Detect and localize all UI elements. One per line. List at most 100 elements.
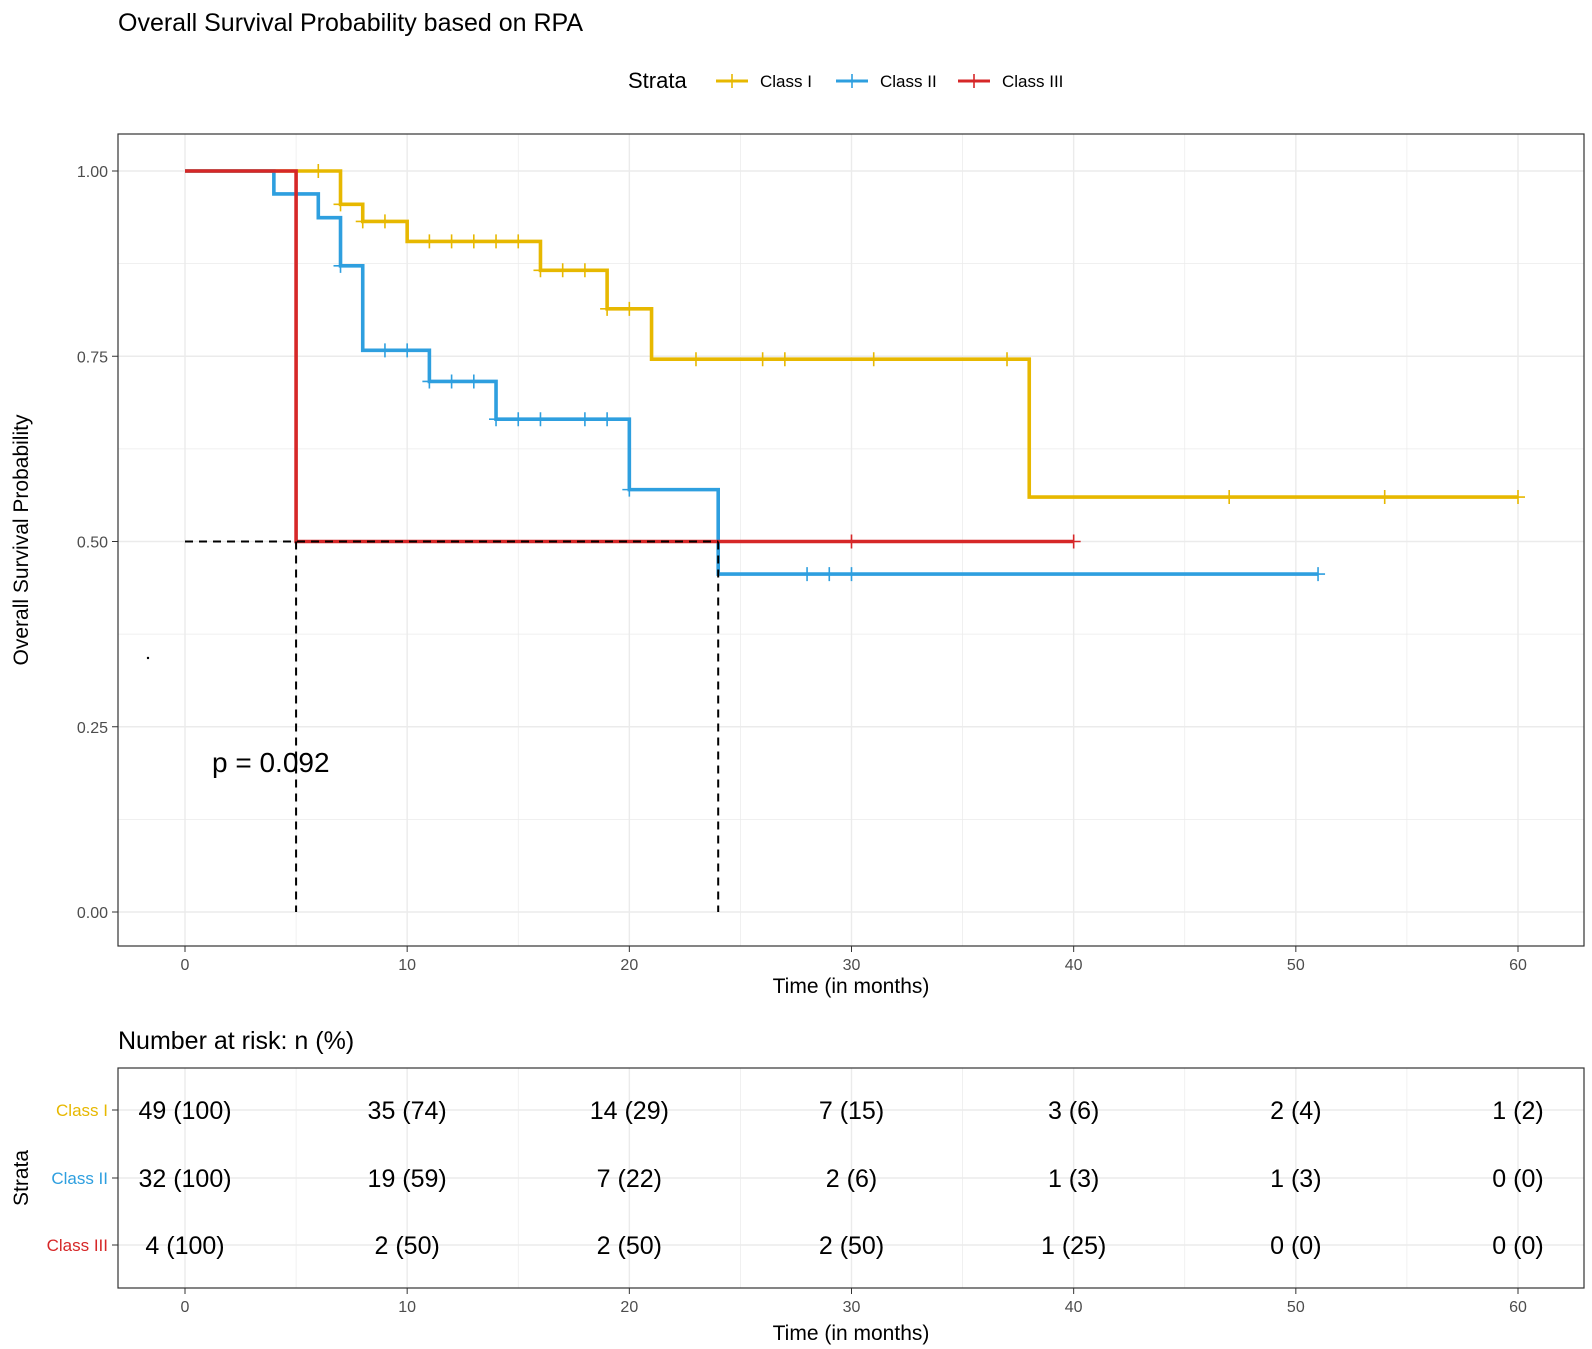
censor-mark bbox=[600, 301, 615, 316]
risk-cell: 7 (22) bbox=[597, 1165, 662, 1193]
censor-mark bbox=[377, 214, 392, 229]
censor-mark bbox=[422, 374, 437, 389]
censor-mark bbox=[866, 352, 881, 367]
curve-class-iii bbox=[185, 169, 1074, 544]
risk-cell: 7 (15) bbox=[819, 1097, 884, 1125]
risk-cell: 1 (3) bbox=[1270, 1165, 1321, 1193]
y-axis-title: Overall Survival Probability bbox=[10, 414, 33, 665]
censor-mark bbox=[777, 352, 792, 367]
censor-mark bbox=[377, 343, 392, 358]
x-tick-label: 30 bbox=[843, 957, 861, 974]
censor-mark bbox=[600, 412, 615, 427]
risk-cell: 19 (59) bbox=[368, 1165, 447, 1193]
censor-mark bbox=[333, 258, 348, 273]
censor-mark bbox=[511, 412, 526, 427]
risk-cell: 32 (100) bbox=[138, 1165, 231, 1193]
risk-cell: 0 (0) bbox=[1270, 1232, 1321, 1260]
curve-class-i bbox=[185, 169, 1518, 499]
censor-mark bbox=[844, 567, 859, 582]
y-axis-ticks: 0.00 0.25 0.50 0.75 1.00 bbox=[77, 164, 118, 922]
censor-mark bbox=[555, 263, 570, 278]
censor-mark bbox=[755, 352, 770, 367]
risk-cell: 3 (6) bbox=[1048, 1097, 1099, 1125]
censor-mark bbox=[466, 374, 481, 389]
risk-row-label-class-iii: Class III bbox=[47, 1236, 108, 1255]
censor-mark bbox=[577, 412, 592, 427]
y-tick-label: 0.00 bbox=[77, 905, 108, 922]
risk-cell: 2 (50) bbox=[597, 1232, 662, 1260]
y-tick-label: 0.25 bbox=[77, 720, 108, 737]
risk-table-cells: 49 (100) 35 (74) 14 (29) 7 (15) 3 (6) 2 (4) 1 … bbox=[138, 1097, 1543, 1260]
legend-title: Strata bbox=[628, 68, 687, 93]
risk-table-title: Number at risk: n (%) bbox=[118, 1027, 354, 1055]
censor-mark bbox=[622, 482, 637, 497]
censor-mark bbox=[444, 374, 459, 389]
x-tick-label: 20 bbox=[620, 957, 638, 974]
censor-mark bbox=[844, 534, 859, 549]
x-tick-label: 50 bbox=[1287, 957, 1305, 974]
stray-dot bbox=[146, 656, 150, 660]
censor-mark bbox=[355, 214, 370, 229]
y-tick-label: 0.50 bbox=[77, 535, 108, 552]
legend-label-class-iii: Class III bbox=[1002, 72, 1063, 91]
risk-cell: 49 (100) bbox=[138, 1097, 231, 1125]
risk-table-x-ticks: 0 10 20 30 40 50 60 bbox=[181, 1288, 1527, 1316]
risk-cell: 0 (0) bbox=[1492, 1232, 1543, 1260]
x-tick-label: 20 bbox=[620, 1299, 638, 1316]
censor-mark bbox=[1222, 490, 1237, 505]
censor-mark bbox=[444, 234, 459, 249]
censor-mark bbox=[822, 567, 837, 582]
x-tick-label: 60 bbox=[1509, 957, 1527, 974]
censor-mark bbox=[511, 234, 526, 249]
x-tick-label: 0 bbox=[181, 1299, 190, 1316]
x-tick-label: 60 bbox=[1509, 1299, 1527, 1316]
risk-table-strata-labels: Class I Class II Class III bbox=[47, 1101, 118, 1255]
chart-title: Overall Survival Probability based on RP… bbox=[118, 9, 583, 37]
x-tick-label: 0 bbox=[181, 957, 190, 974]
x-tick-label: 30 bbox=[843, 1299, 861, 1316]
risk-cell: 4 (100) bbox=[145, 1232, 224, 1260]
censor-mark bbox=[1066, 534, 1081, 549]
censor-mark bbox=[311, 164, 326, 178]
survival-curves bbox=[185, 164, 1525, 582]
censor-mark bbox=[533, 412, 548, 427]
risk-cell: 1 (2) bbox=[1492, 1097, 1543, 1125]
censor-mark bbox=[400, 343, 415, 358]
censor-mark bbox=[333, 197, 348, 212]
censor-mark bbox=[466, 234, 481, 249]
legend-label-class-ii: Class II bbox=[880, 72, 937, 91]
x-tick-label: 10 bbox=[398, 1299, 416, 1316]
risk-row-label-class-i: Class I bbox=[56, 1101, 108, 1120]
censor-mark bbox=[577, 263, 592, 278]
censor-mark bbox=[1377, 490, 1392, 505]
risk-cell: 2 (50) bbox=[375, 1232, 440, 1260]
y-tick-label: 0.75 bbox=[77, 349, 108, 366]
censor-mark bbox=[622, 301, 637, 316]
censor-mark bbox=[489, 412, 504, 427]
risk-row-label-class-ii: Class II bbox=[51, 1169, 108, 1188]
risk-cell: 0 (0) bbox=[1492, 1165, 1543, 1193]
median-lines bbox=[185, 540, 720, 912]
risk-cell: 1 (3) bbox=[1048, 1165, 1099, 1193]
censor-mark bbox=[1511, 490, 1525, 505]
censor-mark bbox=[800, 567, 815, 582]
risk-cell: 35 (74) bbox=[368, 1097, 447, 1125]
risk-cell: 14 (29) bbox=[590, 1097, 669, 1125]
risk-cell: 1 (25) bbox=[1041, 1232, 1106, 1260]
risk-table-y-axis-title: Strata bbox=[10, 1150, 33, 1206]
curve-class-ii bbox=[185, 169, 1319, 576]
risk-cell: 2 (6) bbox=[826, 1165, 877, 1193]
censor-mark bbox=[1311, 567, 1326, 582]
x-tick-label: 50 bbox=[1287, 1299, 1305, 1316]
p-value: p = 0.092 bbox=[212, 747, 330, 778]
x-axis-ticks: 0 10 20 30 40 50 60 bbox=[181, 946, 1527, 974]
x-tick-label: 10 bbox=[398, 957, 416, 974]
legend-label-class-i: Class I bbox=[760, 72, 812, 91]
x-tick-label: 40 bbox=[1065, 957, 1083, 974]
risk-cell: 2 (50) bbox=[819, 1232, 884, 1260]
legend: Strata Class I Class II Class III bbox=[628, 68, 1063, 93]
censor-mark bbox=[1000, 352, 1015, 367]
x-axis-title: Time (in months) bbox=[773, 975, 930, 998]
censor-mark bbox=[688, 352, 703, 367]
